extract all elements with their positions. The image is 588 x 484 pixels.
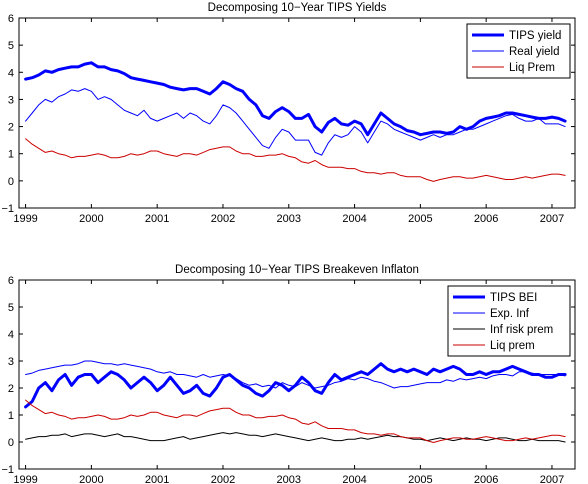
series-line-real-yield <box>25 88 566 156</box>
y-tick-label: 5 <box>8 302 14 314</box>
series-line-tips-bei <box>24 362 567 409</box>
x-tick-label: 2006 <box>474 213 498 225</box>
x-tick-label: 2004 <box>342 474 366 484</box>
plot-area-frame <box>18 17 576 209</box>
x-tick-label: 1999 <box>13 213 37 225</box>
x-tick-label: 2000 <box>79 213 103 225</box>
legend: TIPS BEI Exp. Inf Inf risk prem Liq prem <box>447 285 571 357</box>
plot-area-frame <box>18 279 576 470</box>
series-line-liq-prem <box>25 399 566 443</box>
y-tick-label: 0 <box>8 176 14 188</box>
legend: TIPS yield Real yield Liq Prem <box>466 23 571 79</box>
y-tick-label: 3 <box>8 94 14 106</box>
y-tick-label: 4 <box>8 329 14 341</box>
x-tick-label: 1999 <box>13 474 37 484</box>
x-tick-label: 2005 <box>408 474 432 484</box>
chart-panel-breakeven-inflation: Decomposing 10−Year TIPS Breakeven Infla… <box>1 264 576 484</box>
x-tick-label: 2001 <box>145 474 169 484</box>
x-tick-label: 2001 <box>145 213 169 225</box>
chart-panel-tips-yields: Decomposing 10−Year TIPS Yields 1999 2000… <box>1 2 576 225</box>
x-tick-label: 2003 <box>277 213 301 225</box>
y-tick-label: −1 <box>1 203 14 215</box>
y-tick-label: 1 <box>8 410 14 422</box>
series-layer <box>24 61 567 182</box>
series-line-tips-yield <box>24 61 567 137</box>
x-tick-label: 2007 <box>540 474 564 484</box>
y-tick-label: 4 <box>8 67 14 79</box>
series-line-exp-inf <box>25 360 566 389</box>
tick-layer: 1999 2000 2001 2002 2003 2004 2005 2006 2007 −1 0 1… <box>1 275 575 484</box>
legend-label: Inf risk prem <box>490 324 553 336</box>
legend-label: Liq Prem <box>509 62 555 74</box>
x-tick-label: 2002 <box>211 213 235 225</box>
legend-label: TIPS yield <box>509 30 561 42</box>
y-tick-label: 3 <box>8 356 14 368</box>
series-line-liq-prem <box>25 138 566 182</box>
legend-label: Real yield <box>509 46 560 58</box>
x-tick-label: 2007 <box>540 213 564 225</box>
y-tick-label: 1 <box>8 149 14 161</box>
y-tick-label: 6 <box>8 275 14 287</box>
x-tick-label: 2005 <box>408 213 432 225</box>
series-layer <box>24 360 567 443</box>
y-tick-label: −1 <box>1 464 14 476</box>
y-tick-label: 6 <box>8 13 14 25</box>
y-tick-label: 2 <box>8 383 14 395</box>
legend-label: Exp. Inf <box>490 308 530 320</box>
chart-title: Decomposing 10−Year TIPS Yields <box>208 2 387 14</box>
x-tick-label: 2006 <box>474 474 498 484</box>
legend-label: Liq prem <box>490 340 535 352</box>
y-tick-label: 2 <box>8 122 14 134</box>
chart-title: Decomposing 10−Year TIPS Breakeven Infla… <box>175 264 419 276</box>
x-tick-label: 2003 <box>277 474 301 484</box>
x-tick-label: 2002 <box>211 474 235 484</box>
tick-layer: 1999 2000 2001 2002 2003 2004 2005 2006 2007 −1 0 1… <box>1 13 575 225</box>
x-tick-label: 2004 <box>342 213 366 225</box>
legend-label: TIPS BEI <box>490 292 537 304</box>
y-tick-label: 0 <box>8 437 14 449</box>
x-tick-label: 2000 <box>79 474 103 484</box>
y-tick-label: 5 <box>8 40 14 52</box>
